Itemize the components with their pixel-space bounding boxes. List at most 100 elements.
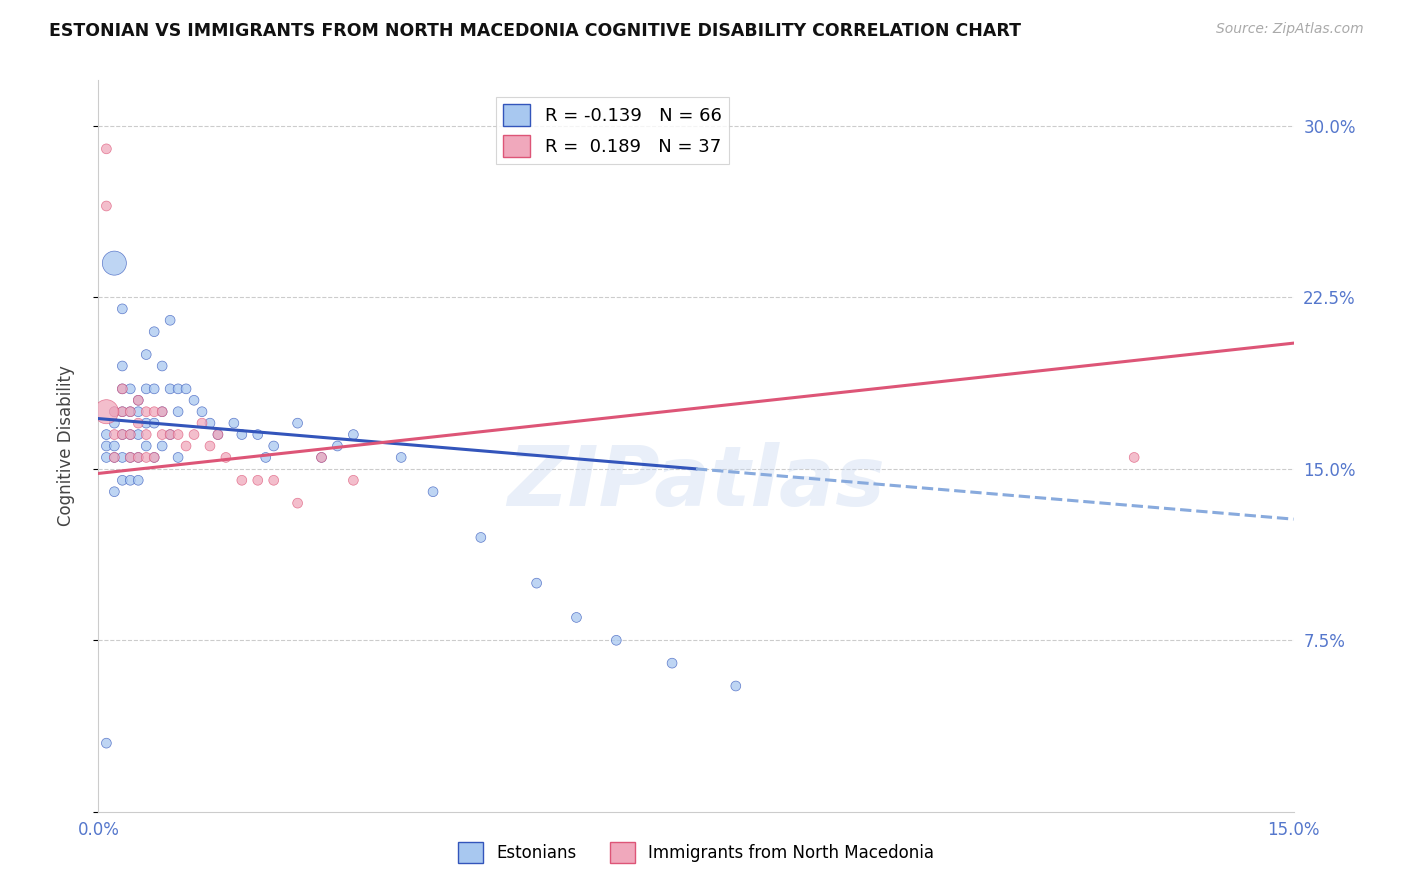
Point (470, 530, 492, 544)
Y-axis label: Cognitive Disability: Cognitive Disability (56, 366, 75, 526)
Text: Source: ZipAtlas.com: Source: ZipAtlas.com (1216, 22, 1364, 37)
Point (342, 473, 364, 487)
Point (207, 427, 229, 442)
Point (207, 427, 229, 442)
Point (127, 416, 149, 430)
Point (724, 679, 747, 693)
Point (183, 393, 205, 408)
Point (183, 427, 205, 442)
Point (1123, 450, 1146, 465)
Point (103, 256, 125, 270)
Point (111, 427, 134, 442)
Point (143, 450, 166, 465)
Point (120, 450, 142, 465)
Point (135, 416, 157, 430)
Point (111, 405, 134, 419)
Point (127, 427, 149, 442)
Text: ZIPatlas: ZIPatlas (508, 442, 884, 523)
Point (135, 382, 157, 396)
Point (167, 450, 190, 465)
Point (167, 382, 190, 396)
Point (127, 393, 149, 408)
Point (191, 405, 214, 419)
Point (127, 405, 149, 419)
Point (263, 473, 285, 487)
Point (111, 382, 134, 396)
Point (120, 450, 142, 465)
Point (111, 405, 134, 419)
Point (96, 142, 118, 156)
Point (167, 405, 190, 419)
Point (326, 439, 349, 453)
Point (159, 313, 181, 327)
Point (96, 736, 118, 750)
Point (135, 439, 157, 453)
Point (96, 199, 118, 213)
Point (103, 439, 125, 453)
Point (120, 473, 142, 487)
Point (231, 473, 253, 487)
Point (103, 484, 125, 499)
Point (111, 301, 134, 316)
Point (143, 325, 166, 339)
Point (96, 405, 118, 419)
Point (215, 450, 238, 465)
Point (111, 427, 134, 442)
Point (103, 405, 125, 419)
Point (120, 427, 142, 442)
Point (127, 450, 149, 465)
Point (167, 427, 190, 442)
Point (103, 450, 125, 465)
Point (127, 393, 149, 408)
Point (198, 439, 221, 453)
Point (191, 416, 214, 430)
Text: ESTONIAN VS IMMIGRANTS FROM NORTH MACEDONIA COGNITIVE DISABILITY CORRELATION CHA: ESTONIAN VS IMMIGRANTS FROM NORTH MACEDO… (49, 22, 1021, 40)
Point (127, 450, 149, 465)
Point (135, 427, 157, 442)
Point (111, 473, 134, 487)
Point (120, 405, 142, 419)
Point (565, 610, 588, 624)
Point (111, 382, 134, 396)
Point (143, 382, 166, 396)
Point (422, 484, 444, 499)
Point (103, 427, 125, 442)
Point (111, 359, 134, 373)
Point (150, 405, 173, 419)
Point (263, 439, 285, 453)
Legend: Estonians, Immigrants from North Macedonia: Estonians, Immigrants from North Macedon… (451, 836, 941, 869)
Point (287, 496, 309, 510)
Point (150, 439, 173, 453)
Point (96, 450, 118, 465)
Point (246, 473, 269, 487)
Point (143, 416, 166, 430)
Point (111, 450, 134, 465)
Point (222, 416, 245, 430)
Point (143, 450, 166, 465)
Point (159, 427, 181, 442)
Point (135, 405, 157, 419)
Point (287, 416, 309, 430)
Point (605, 633, 627, 648)
Point (103, 405, 125, 419)
Point (159, 382, 181, 396)
Point (661, 656, 683, 670)
Point (231, 427, 253, 442)
Point (96, 427, 118, 442)
Point (159, 427, 181, 442)
Point (311, 450, 333, 465)
Point (342, 427, 364, 442)
Point (254, 450, 277, 465)
Point (311, 450, 333, 465)
Point (150, 405, 173, 419)
Point (150, 427, 173, 442)
Point (103, 416, 125, 430)
Point (120, 405, 142, 419)
Point (526, 576, 548, 591)
Point (246, 427, 269, 442)
Point (120, 382, 142, 396)
Point (389, 450, 412, 465)
Point (127, 473, 149, 487)
Point (103, 450, 125, 465)
Point (135, 347, 157, 362)
